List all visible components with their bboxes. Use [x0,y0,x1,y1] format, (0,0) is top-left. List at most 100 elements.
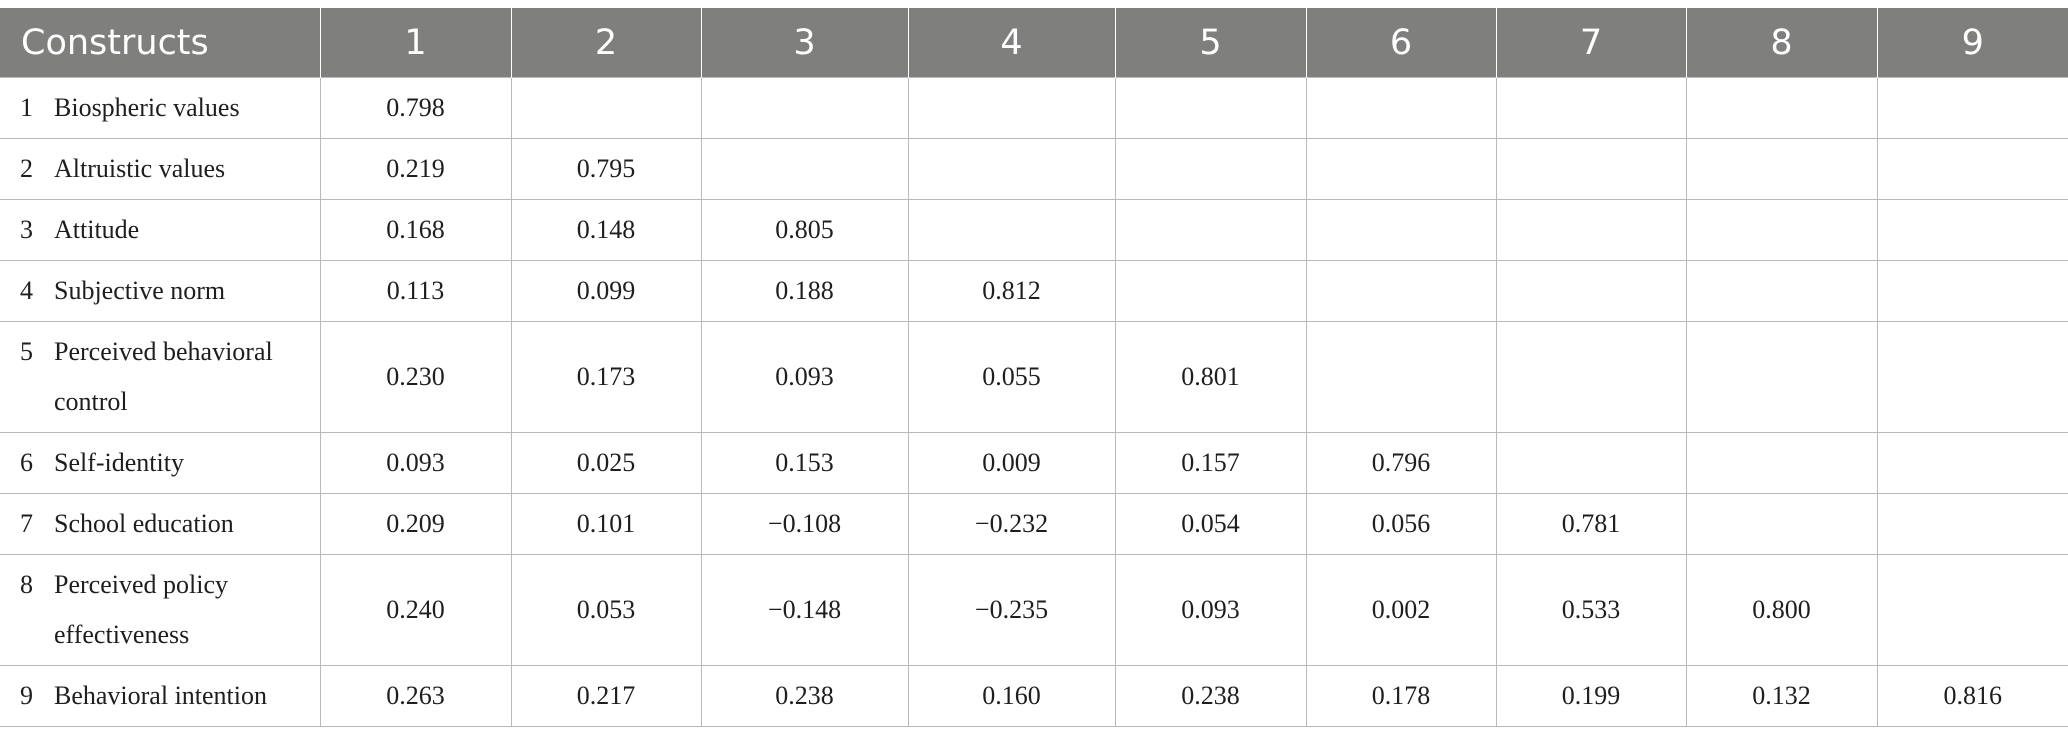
row-label: 3 Attitude [20,205,310,255]
row-number: 4 [20,276,33,305]
table-cell [1685,77,1878,139]
row-construct-name: Self-identity [54,448,184,477]
header-cell-2: 2 [511,8,702,78]
row-number: 1 [20,93,33,122]
row-label: 8 Perceived policy effectiveness [20,560,310,660]
row-construct-name: Perceived behavioral control [54,337,273,416]
table-cell [1114,138,1307,200]
row-number: 5 [20,337,33,366]
table-cell: 0.238 [1114,665,1307,727]
table-row: 4 Subjective norm 0.113 0.099 0.188 0.812 [0,260,2068,322]
table-cell: 0.800 [1685,554,1878,666]
header-cell-7: 7 [1496,8,1687,78]
table-row: 9 Behavioral intention 0.263 0.217 0.238 0.16… [0,665,2068,727]
table-row: 1 Biospheric values 0.798 [0,77,2068,139]
table-cell: 0.178 [1305,665,1497,727]
header-cell-constructs: Constructs [0,8,321,78]
row-label-cell: 9 Behavioral intention [0,665,321,727]
table-cell: 0.160 [907,665,1116,727]
header-cell-6: 6 [1306,8,1497,78]
table-cell [1495,260,1687,322]
table-cell: −0.232 [907,493,1116,555]
row-label-cell: 4 Subjective norm [0,260,321,322]
header-cell-8: 8 [1686,8,1878,78]
table-cell [1495,138,1687,200]
table-cell: 0.263 [319,665,512,727]
table-cell: 0.798 [319,77,512,139]
table-cell [1876,554,2068,666]
row-label-cell: 8 Perceived policy effectiveness [0,554,321,666]
table-cell [1876,321,2068,433]
row-label-cell: 5 Perceived behavioral control [0,321,321,433]
table-cell: 0.217 [510,665,702,727]
table-cell: −0.148 [700,554,909,666]
header-cell-5: 5 [1115,8,1307,78]
table-cell: 0.093 [700,321,909,433]
row-construct-name: Subjective norm [54,276,226,305]
row-label: 4 Subjective norm [20,266,310,316]
table-row: 7 School education 0.209 0.101 −0.108 −0.232 0… [0,493,2068,555]
table-cell: 0.795 [510,138,702,200]
table-cell: 0.173 [510,321,702,433]
table-row: 6 Self-identity 0.093 0.025 0.153 0.009 0.157 0… [0,432,2068,494]
table-cell: 0.153 [700,432,909,494]
header-cell-9: 9 [1877,8,2068,78]
row-label-cell: 6 Self-identity [0,432,321,494]
table-cell [1685,199,1878,261]
table-cell: 0.805 [700,199,909,261]
header-row: Constructs 1 2 3 4 5 6 7 8 9 [0,8,2068,78]
row-construct-name: Altruistic values [54,154,226,183]
table-cell [1305,138,1497,200]
table-cell: 0.053 [510,554,702,666]
table-cell [1114,260,1307,322]
row-construct-name: Biospheric values [54,93,240,122]
row-number: 6 [20,448,33,477]
table-cell [1114,199,1307,261]
table-cell: 0.796 [1305,432,1497,494]
table-cell: 0.148 [510,199,702,261]
table-cell [1876,138,2068,200]
header-cell-3: 3 [701,8,909,78]
table-cell: 0.093 [319,432,512,494]
table-cell: 0.168 [319,199,512,261]
table-cell [907,77,1116,139]
table-cell: 0.238 [700,665,909,727]
table-cell: 0.113 [319,260,512,322]
header-cell-1: 1 [320,8,512,78]
table-cell [1685,432,1878,494]
table-cell [907,199,1116,261]
table-cell [1876,493,2068,555]
row-label: 2 Altruistic values [20,144,310,194]
table-cell: 0.132 [1685,665,1878,727]
row-label-cell: 1 Biospheric values [0,77,321,139]
table-cell [1876,260,2068,322]
table-cell [1114,77,1307,139]
table-cell [1305,199,1497,261]
table-cell [1685,321,1878,433]
correlation-table-container: Constructs 1 2 3 4 5 6 7 8 9 1 Biospheric… [0,8,2068,727]
table-cell [1876,199,2068,261]
table-cell: 0.801 [1114,321,1307,433]
table-cell [1495,199,1687,261]
table-cell: 0.025 [510,432,702,494]
table-cell [1495,77,1687,139]
table-cell: 0.219 [319,138,512,200]
table-cell [1305,321,1497,433]
table-cell [1685,138,1878,200]
table-cell [1305,77,1497,139]
row-number: 7 [20,509,33,538]
table-cell: 0.002 [1305,554,1497,666]
table-cell [1495,432,1687,494]
table-cell: 0.009 [907,432,1116,494]
table-row: 2 Altruistic values 0.219 0.795 [0,138,2068,200]
table-cell [907,138,1116,200]
table-cell [700,138,909,200]
table-cell [1876,77,2068,139]
table-cell: 0.055 [907,321,1116,433]
row-label: 9 Behavioral intention [20,671,310,721]
row-number: 9 [20,681,33,710]
table-cell [700,77,909,139]
table-cell: 0.093 [1114,554,1307,666]
correlation-table: Constructs 1 2 3 4 5 6 7 8 9 1 Biospheric… [0,8,2068,727]
table-cell [1685,493,1878,555]
